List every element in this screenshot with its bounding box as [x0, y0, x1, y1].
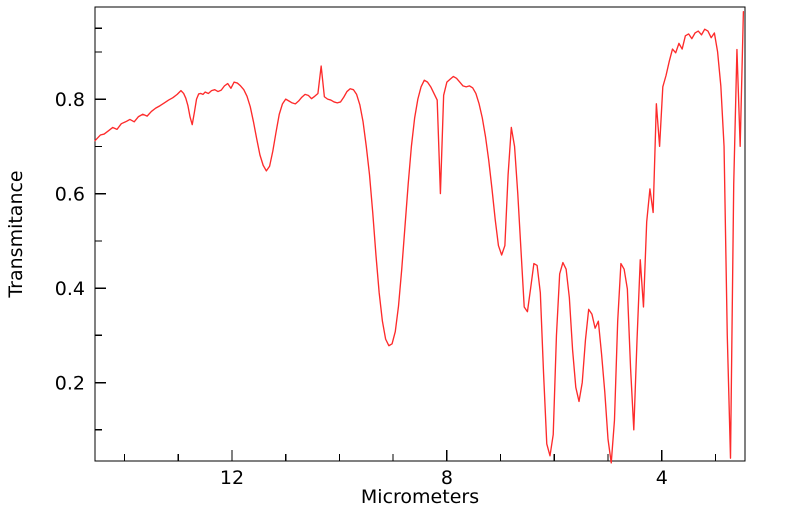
x-tick-label: 4 [656, 467, 668, 489]
y-tick-label: 0.8 [55, 89, 85, 111]
y-tick-label: 0.2 [55, 373, 85, 395]
x-tick-label: 8 [441, 467, 453, 489]
y-axis-tick-labels: 0.2 0.4 0.6 0.8 [55, 89, 85, 394]
x-axis-ticks [123, 450, 717, 461]
y-axis-title: Transmitance [5, 170, 27, 298]
y-tick-label: 0.6 [55, 184, 85, 206]
plot-border [94, 6, 746, 462]
x-tick-label: 12 [220, 467, 244, 489]
y-axis-ticks [95, 27, 106, 431]
spectrum-line [94, 11, 745, 464]
plot-frame [94, 6, 746, 462]
y-tick-label: 0.4 [55, 278, 85, 300]
x-axis-tick-labels: 12 8 4 [220, 467, 668, 489]
spectrum-series-group [94, 11, 745, 464]
x-axis-title: Micrometers [361, 486, 479, 508]
